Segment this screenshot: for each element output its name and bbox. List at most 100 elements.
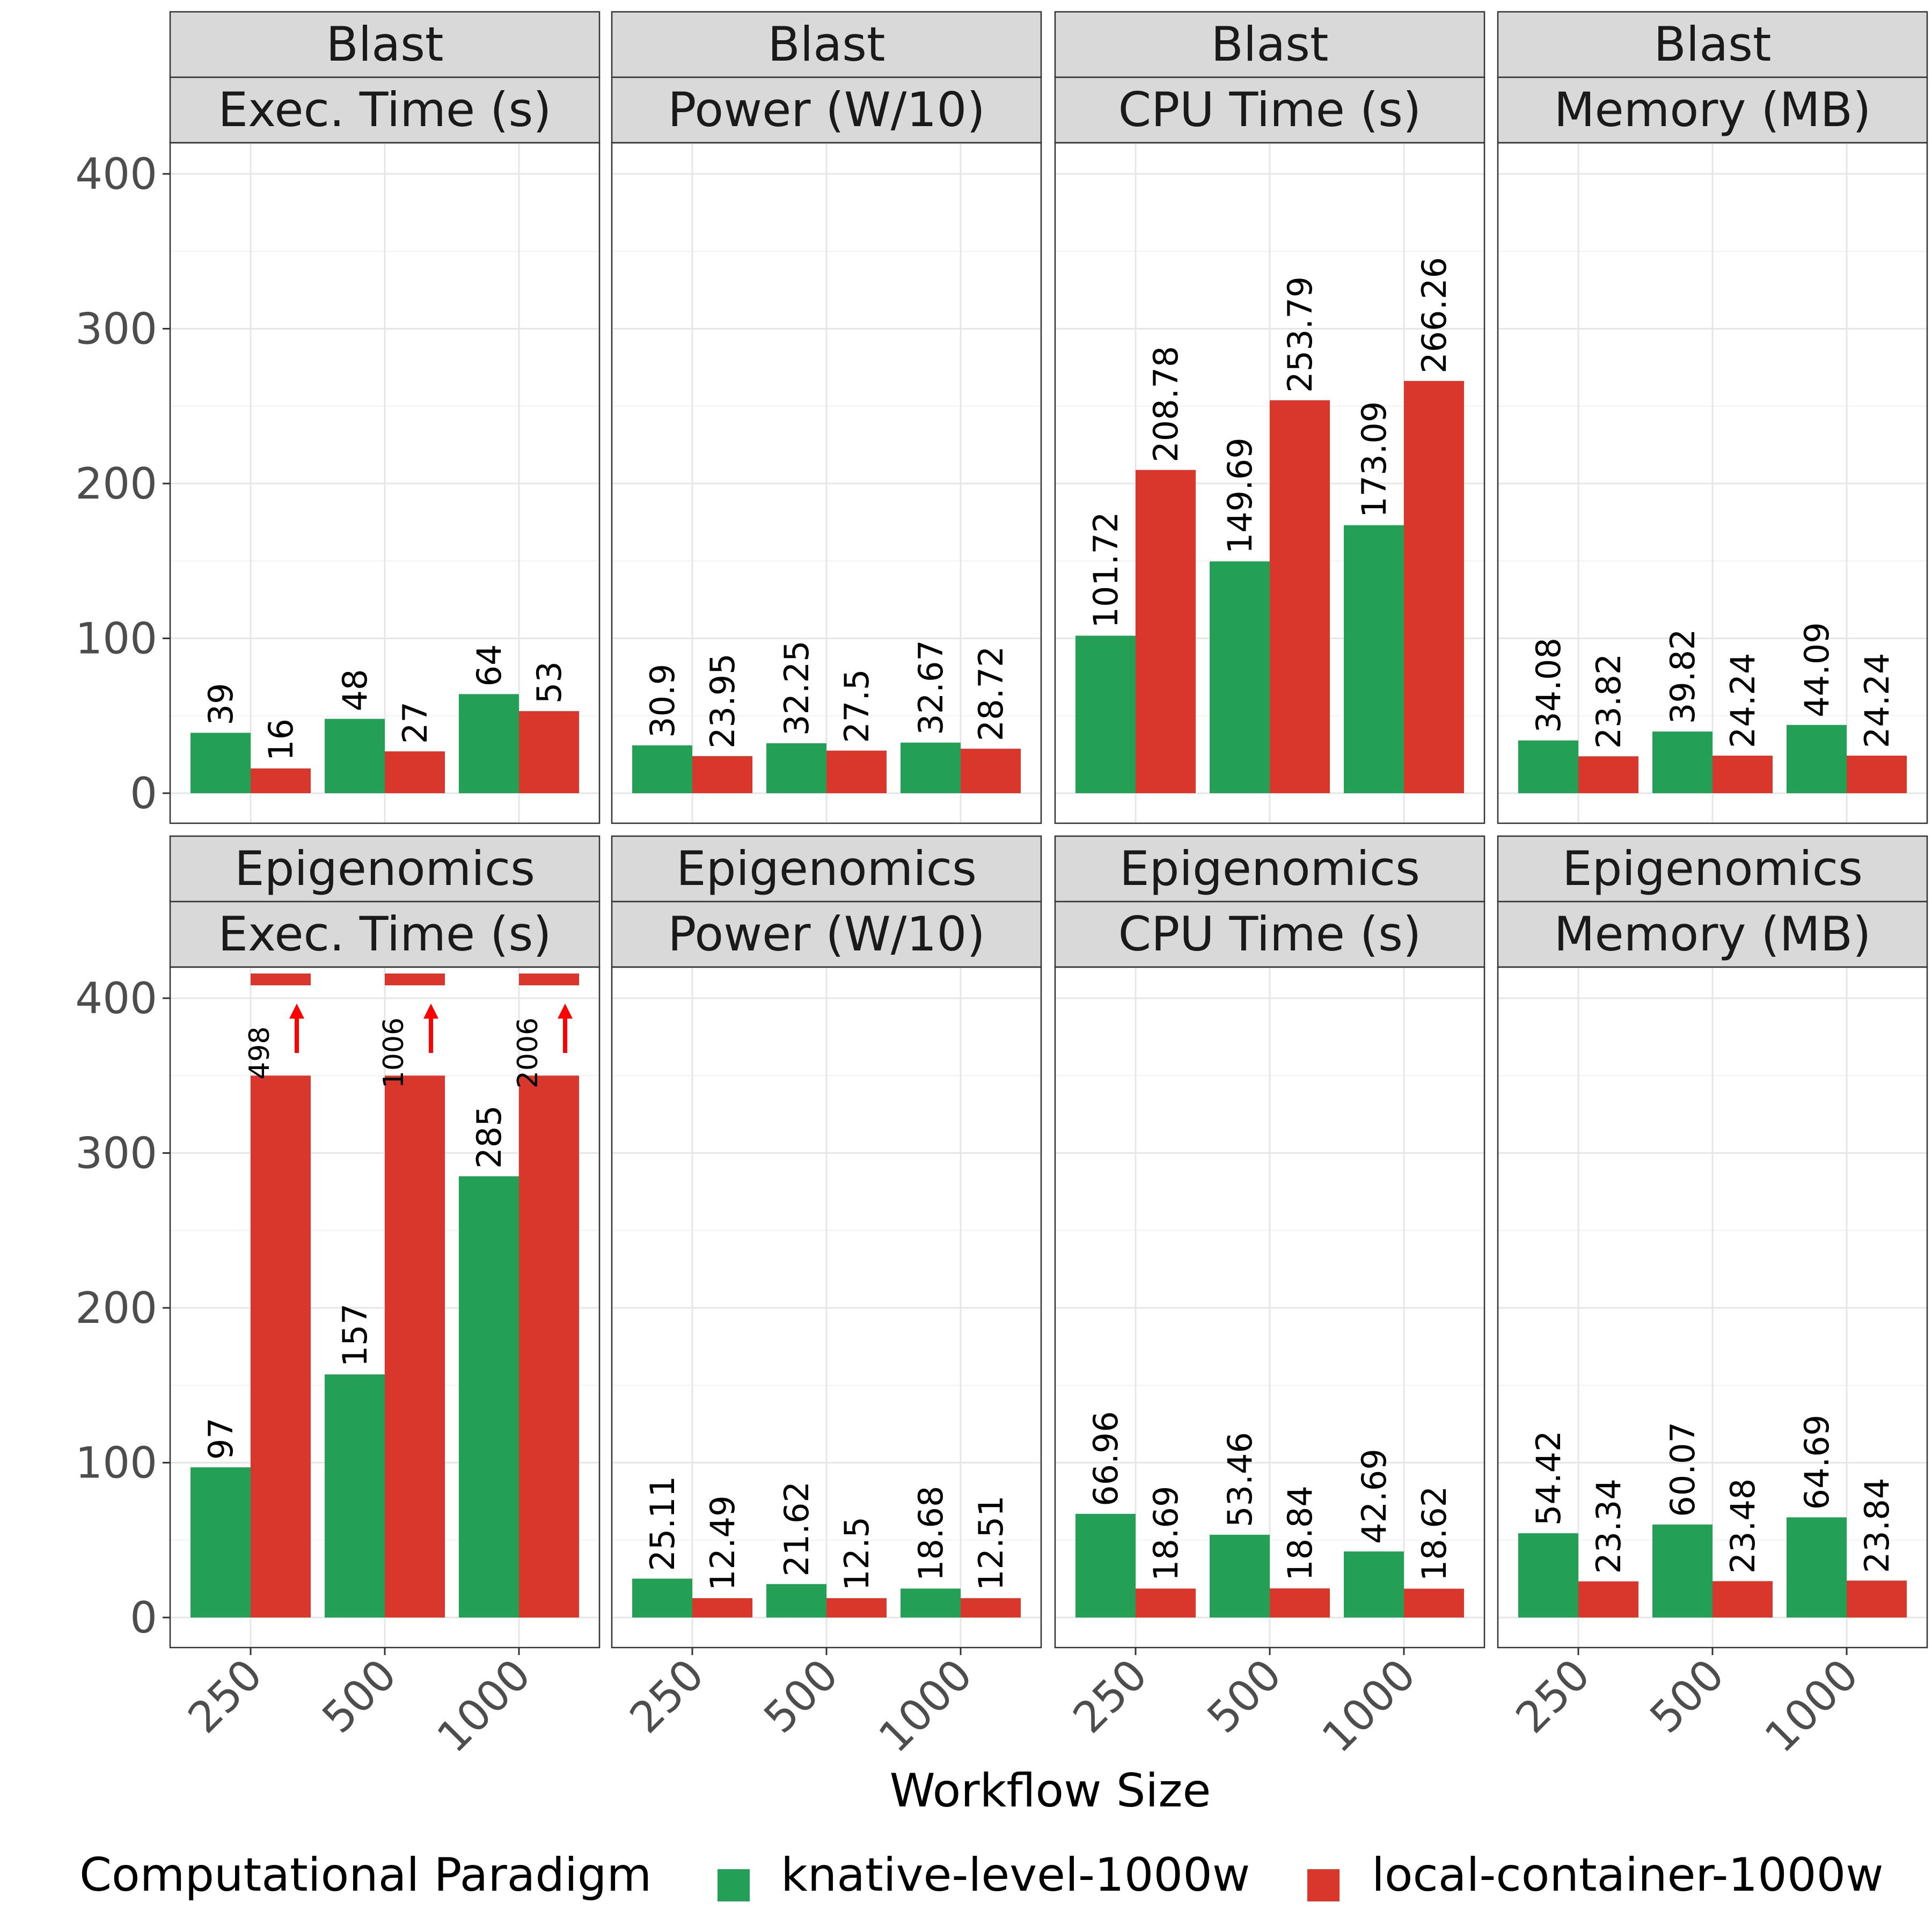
bar-local-container-1000w-1000 xyxy=(1404,1589,1464,1618)
bar-value-label: 48 xyxy=(335,669,375,712)
bar-value-label: 173.09 xyxy=(1355,401,1394,518)
strip-workflow-label: Epigenomics xyxy=(676,841,977,896)
bar-value-label: 23.34 xyxy=(1589,1479,1628,1574)
bar-local-container-1000w-500 xyxy=(1713,756,1773,793)
bar-local-container-1000w-500 xyxy=(385,751,445,793)
bar-break-cap xyxy=(251,974,311,985)
strip-workflow-label: Blast xyxy=(767,17,885,72)
legend-key-knative xyxy=(718,1869,750,1901)
strip-metric-label: Memory (MB) xyxy=(1554,82,1871,137)
bar-value-label: 64.69 xyxy=(1797,1415,1836,1510)
bar-knative-level-1000w-1000 xyxy=(1787,724,1847,793)
legend-title: Computational Paradigm xyxy=(79,1848,652,1902)
y-tick-label: 100 xyxy=(75,1438,157,1488)
x-tick-label: 1000 xyxy=(1313,1650,1425,1762)
y-tick-label: 200 xyxy=(75,459,157,509)
bar-local-container-1000w-250 xyxy=(1136,470,1196,793)
strip-metric-label: Memory (MB) xyxy=(1554,906,1871,962)
y-tick-label: 300 xyxy=(75,1129,157,1179)
bar-value-label: 27 xyxy=(396,701,435,744)
strip-workflow-label: Epigenomics xyxy=(1119,841,1420,896)
bar-value-label: 18.84 xyxy=(1280,1485,1320,1581)
bar-value-label: 285 xyxy=(470,1105,509,1168)
y-tick-label: 200 xyxy=(75,1283,157,1333)
bar-local-container-1000w-500 xyxy=(1270,400,1330,793)
bar-knative-level-1000w-500 xyxy=(1210,1534,1270,1618)
x-tick-label: 500 xyxy=(755,1650,848,1743)
facet-panel-6: Epigenomics Power (W/10) 25.11 21.62 18.68 12… xyxy=(611,835,1042,1762)
bar-local-container-1000w-250 xyxy=(692,756,752,793)
bar-value-label: 24.24 xyxy=(1723,653,1762,749)
strip-workflow xyxy=(169,11,601,78)
bar-value-label: 18.68 xyxy=(911,1486,950,1582)
bar-local-container-1000w-1000 xyxy=(961,749,1021,793)
strip-workflow-label: Epigenomics xyxy=(235,841,535,896)
bar-knative-level-1000w-500 xyxy=(766,1584,826,1618)
bar-value-label: 39 xyxy=(201,683,240,726)
x-axis-title: Workflow Size xyxy=(890,1764,1211,1818)
bar-local-container-1000w-1000 xyxy=(519,1075,579,1618)
bar-local-container-1000w-250 xyxy=(692,1598,752,1618)
strip-metric-label: CPU Time (s) xyxy=(1118,82,1422,137)
strip-metric xyxy=(1497,901,1928,968)
bar-local-container-1000w-250 xyxy=(251,1075,311,1618)
bar-local-container-1000w-1000 xyxy=(1404,380,1464,793)
bar-value-label: 23.84 xyxy=(1857,1478,1897,1574)
x-tick-label: 500 xyxy=(313,1650,406,1743)
x-tick-label: 250 xyxy=(179,1650,272,1743)
bar-value-label: 2006 xyxy=(512,1018,544,1088)
bar-knative-level-1000w-250 xyxy=(1075,635,1136,793)
y-tick-label: 400 xyxy=(75,974,157,1023)
x-tick-label: 500 xyxy=(1198,1650,1291,1743)
bar-knative-level-1000w-500 xyxy=(1652,731,1713,793)
x-axis-title-group: Workflow Size xyxy=(890,1764,1211,1818)
strip-workflow-label: Blast xyxy=(1653,17,1771,72)
bar-break-cap xyxy=(519,974,579,985)
bar-knative-level-1000w-250 xyxy=(191,1467,251,1618)
bar-break-cap xyxy=(385,974,445,985)
strip-metric xyxy=(169,901,601,968)
x-tick-label: 1000 xyxy=(1755,1650,1868,1762)
bar-value-label: 18.69 xyxy=(1146,1486,1185,1582)
bar-knative-level-1000w-1000 xyxy=(1344,1551,1404,1618)
x-tick-label: 1000 xyxy=(869,1650,982,1762)
strip-workflow xyxy=(611,11,1042,78)
bar-value-label: 149.69 xyxy=(1220,437,1260,554)
truncation-arrow-head xyxy=(289,1004,304,1019)
strip-metric-label: CPU Time (s) xyxy=(1118,906,1422,962)
bar-value-label: 12.5 xyxy=(837,1517,876,1591)
legend-label-knative: knative-level-1000w xyxy=(781,1848,1250,1902)
strip-metric xyxy=(611,76,1042,144)
facet-panel-4: Blast Memory (MB) 34.08 39.82 44.09 23.82 24.2… xyxy=(1497,11,1928,824)
strip-workflow xyxy=(1497,11,1928,78)
legend-key-local xyxy=(1307,1869,1340,1901)
facet-panel-1: Blast Exec. Time (s) 39 48 64 16 27 53 0 100 200 30… xyxy=(75,11,601,824)
bar-local-container-1000w-500 xyxy=(385,1075,445,1618)
bar-value-label: 253.79 xyxy=(1280,276,1320,393)
strip-workflow-label: Blast xyxy=(1211,17,1328,72)
bar-knative-level-1000w-500 xyxy=(766,743,826,793)
strip-metric xyxy=(1054,901,1485,968)
strip-metric-label: Exec. Time (s) xyxy=(218,82,551,137)
legend-label-local: local-container-1000w xyxy=(1372,1848,1884,1902)
strip-workflow xyxy=(611,835,1042,903)
bar-value-label: 27.5 xyxy=(837,669,876,743)
bar-value-label: 28.72 xyxy=(971,646,1011,742)
strip-workflow-label: Blast xyxy=(326,17,443,72)
bar-value-label: 208.78 xyxy=(1146,346,1185,463)
y-tick-label: 0 xyxy=(130,1593,157,1643)
bar-local-container-1000w-1000 xyxy=(961,1598,1021,1618)
bar-knative-level-1000w-250 xyxy=(1518,1533,1578,1618)
strip-metric-label: Power (W/10) xyxy=(668,906,985,962)
bar-knative-level-1000w-250 xyxy=(1518,740,1578,793)
bar-value-label: 54.42 xyxy=(1529,1430,1568,1526)
bar-knative-level-1000w-500 xyxy=(325,1374,385,1618)
bar-value-label: 53.46 xyxy=(1220,1432,1260,1527)
facet-panel-3: Blast CPU Time (s) 101.72 149.69 173.09 208.7… xyxy=(1054,11,1485,824)
strip-metric xyxy=(1054,76,1485,144)
strip-workflow xyxy=(169,835,601,903)
bar-local-container-1000w-1000 xyxy=(1847,756,1907,793)
bar-knative-level-1000w-500 xyxy=(1210,561,1270,793)
strip-metric-label: Power (W/10) xyxy=(668,82,985,137)
